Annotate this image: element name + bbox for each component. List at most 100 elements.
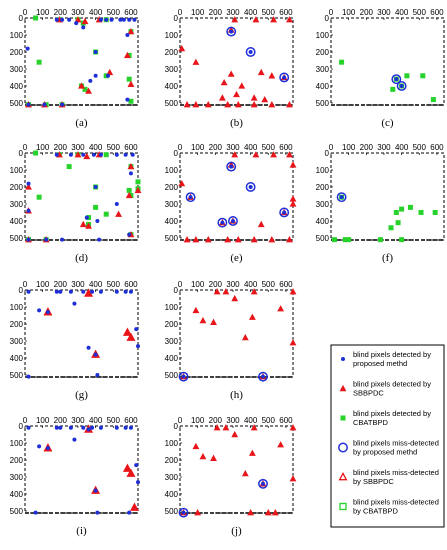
blue-dot-marker [54,289,59,294]
red-triangle-marker [257,68,265,76]
blue-dot-marker [282,75,287,80]
legend-entry-text: blind pixels miss-detected [353,468,439,477]
red-triangle-marker [192,58,200,65]
green-square-marker [377,237,383,243]
red-triangle-marker [289,339,297,346]
y-tick-label: 400 [316,82,330,91]
red-triangle-marker [220,78,228,86]
marker-group [25,15,137,108]
y-tick-label: 100 [316,166,330,175]
red-triangle-marker [241,469,249,477]
legend-entry-text: by CBATBPD [353,507,398,516]
x-tick-label: 400 [89,143,103,152]
red-triangle-marker [286,101,293,108]
red-open-triangle-marker [122,463,132,472]
x-tick-label: 500 [107,416,121,425]
green-square-marker [430,97,436,103]
x-tick-label: 100 [342,8,356,17]
marker-group [178,424,297,518]
red-triangle-marker [250,101,258,108]
green-square-marker [346,237,352,243]
x-tick-label: 600 [124,8,138,17]
red-triangle-marker [222,288,230,295]
red-triangle-marker [241,333,249,341]
red-triangle-marker [289,161,297,168]
x-tick-label: 200 [209,416,223,425]
red-triangle-marker [224,101,232,108]
red-open-triangle-marker [338,472,348,481]
red-triangle-marker [123,328,131,336]
y-tick-label: 100 [10,31,24,40]
y-tick-label: 0 [174,149,179,158]
red-triangle-marker [252,16,260,23]
blue-dot-marker [98,425,103,430]
y-tick-label: 0 [174,286,179,295]
y-tick-label: 400 [165,82,179,91]
blue-dot-marker [86,345,91,350]
blue-dot-marker [60,237,65,242]
red-triangle-marker [199,452,207,460]
x-tick-label: 100 [36,280,50,289]
red-triangle-marker [289,288,297,295]
y-tick-label: 500 [165,507,179,516]
blue-dot-marker [123,289,128,294]
y-tick-label: 200 [10,48,24,57]
red-triangle-marker [339,384,347,392]
blue-dot-marker [88,78,93,83]
x-tick-label: 300 [71,143,85,152]
x-tick-label: 600 [430,8,444,17]
plot-frame [330,17,445,106]
x-tick-label: 500 [107,280,121,289]
marker-group [178,151,297,243]
y-tick-label: 0 [19,286,24,295]
blue-dot-marker [37,444,42,449]
red-triangle-marker [213,288,221,295]
blue-dot-marker [339,195,344,200]
green-square-marker [128,98,134,104]
plot-frame [179,289,294,378]
blue-dot-marker [123,152,128,157]
x-tick-label: 400 [89,8,103,17]
blue-open-circle-marker [226,161,237,172]
green-square-marker [103,211,109,217]
green-square-marker [388,225,394,231]
blue-dot-marker [81,289,86,294]
x-tick-label: 100 [191,143,205,152]
red-triangle-marker [248,313,256,320]
x-tick-label: 400 [89,280,103,289]
green-square-marker [420,73,426,79]
y-tick-label: 500 [165,99,179,108]
x-tick-label: 200 [209,8,223,17]
x-tick-label: 0 [178,143,183,152]
red-triangle-marker [234,101,242,108]
red-triangle-marker [270,151,277,158]
red-triangle-marker [183,236,191,243]
blue-dot-marker [98,17,103,22]
green-square-marker [390,86,396,92]
blue-dot-marker [248,184,253,189]
red-triangle-marker [268,72,276,79]
blue-dot-marker [132,17,137,22]
plot-frame [179,425,294,514]
green-square-marker [33,150,39,156]
red-triangle-marker [227,70,235,77]
blue-dot-marker [136,344,140,349]
red-triangle-marker [192,236,200,243]
x-tick-label: 500 [413,8,427,17]
green-square-marker [93,204,99,210]
green-square-marker [399,237,405,243]
blue-dot-marker [86,427,91,432]
y-tick-label: 500 [10,99,24,108]
y-tick-label: 100 [165,439,179,448]
blue-open-circle-marker [396,81,407,91]
blue-dot-marker [54,152,59,157]
blue-open-circle-marker [279,72,290,83]
blue-dot-marker [45,310,50,315]
blue-dot-marker [125,32,130,37]
red-triangle-marker [231,151,239,158]
y-tick-label: 500 [10,234,24,243]
blue-dot-marker [60,17,65,22]
